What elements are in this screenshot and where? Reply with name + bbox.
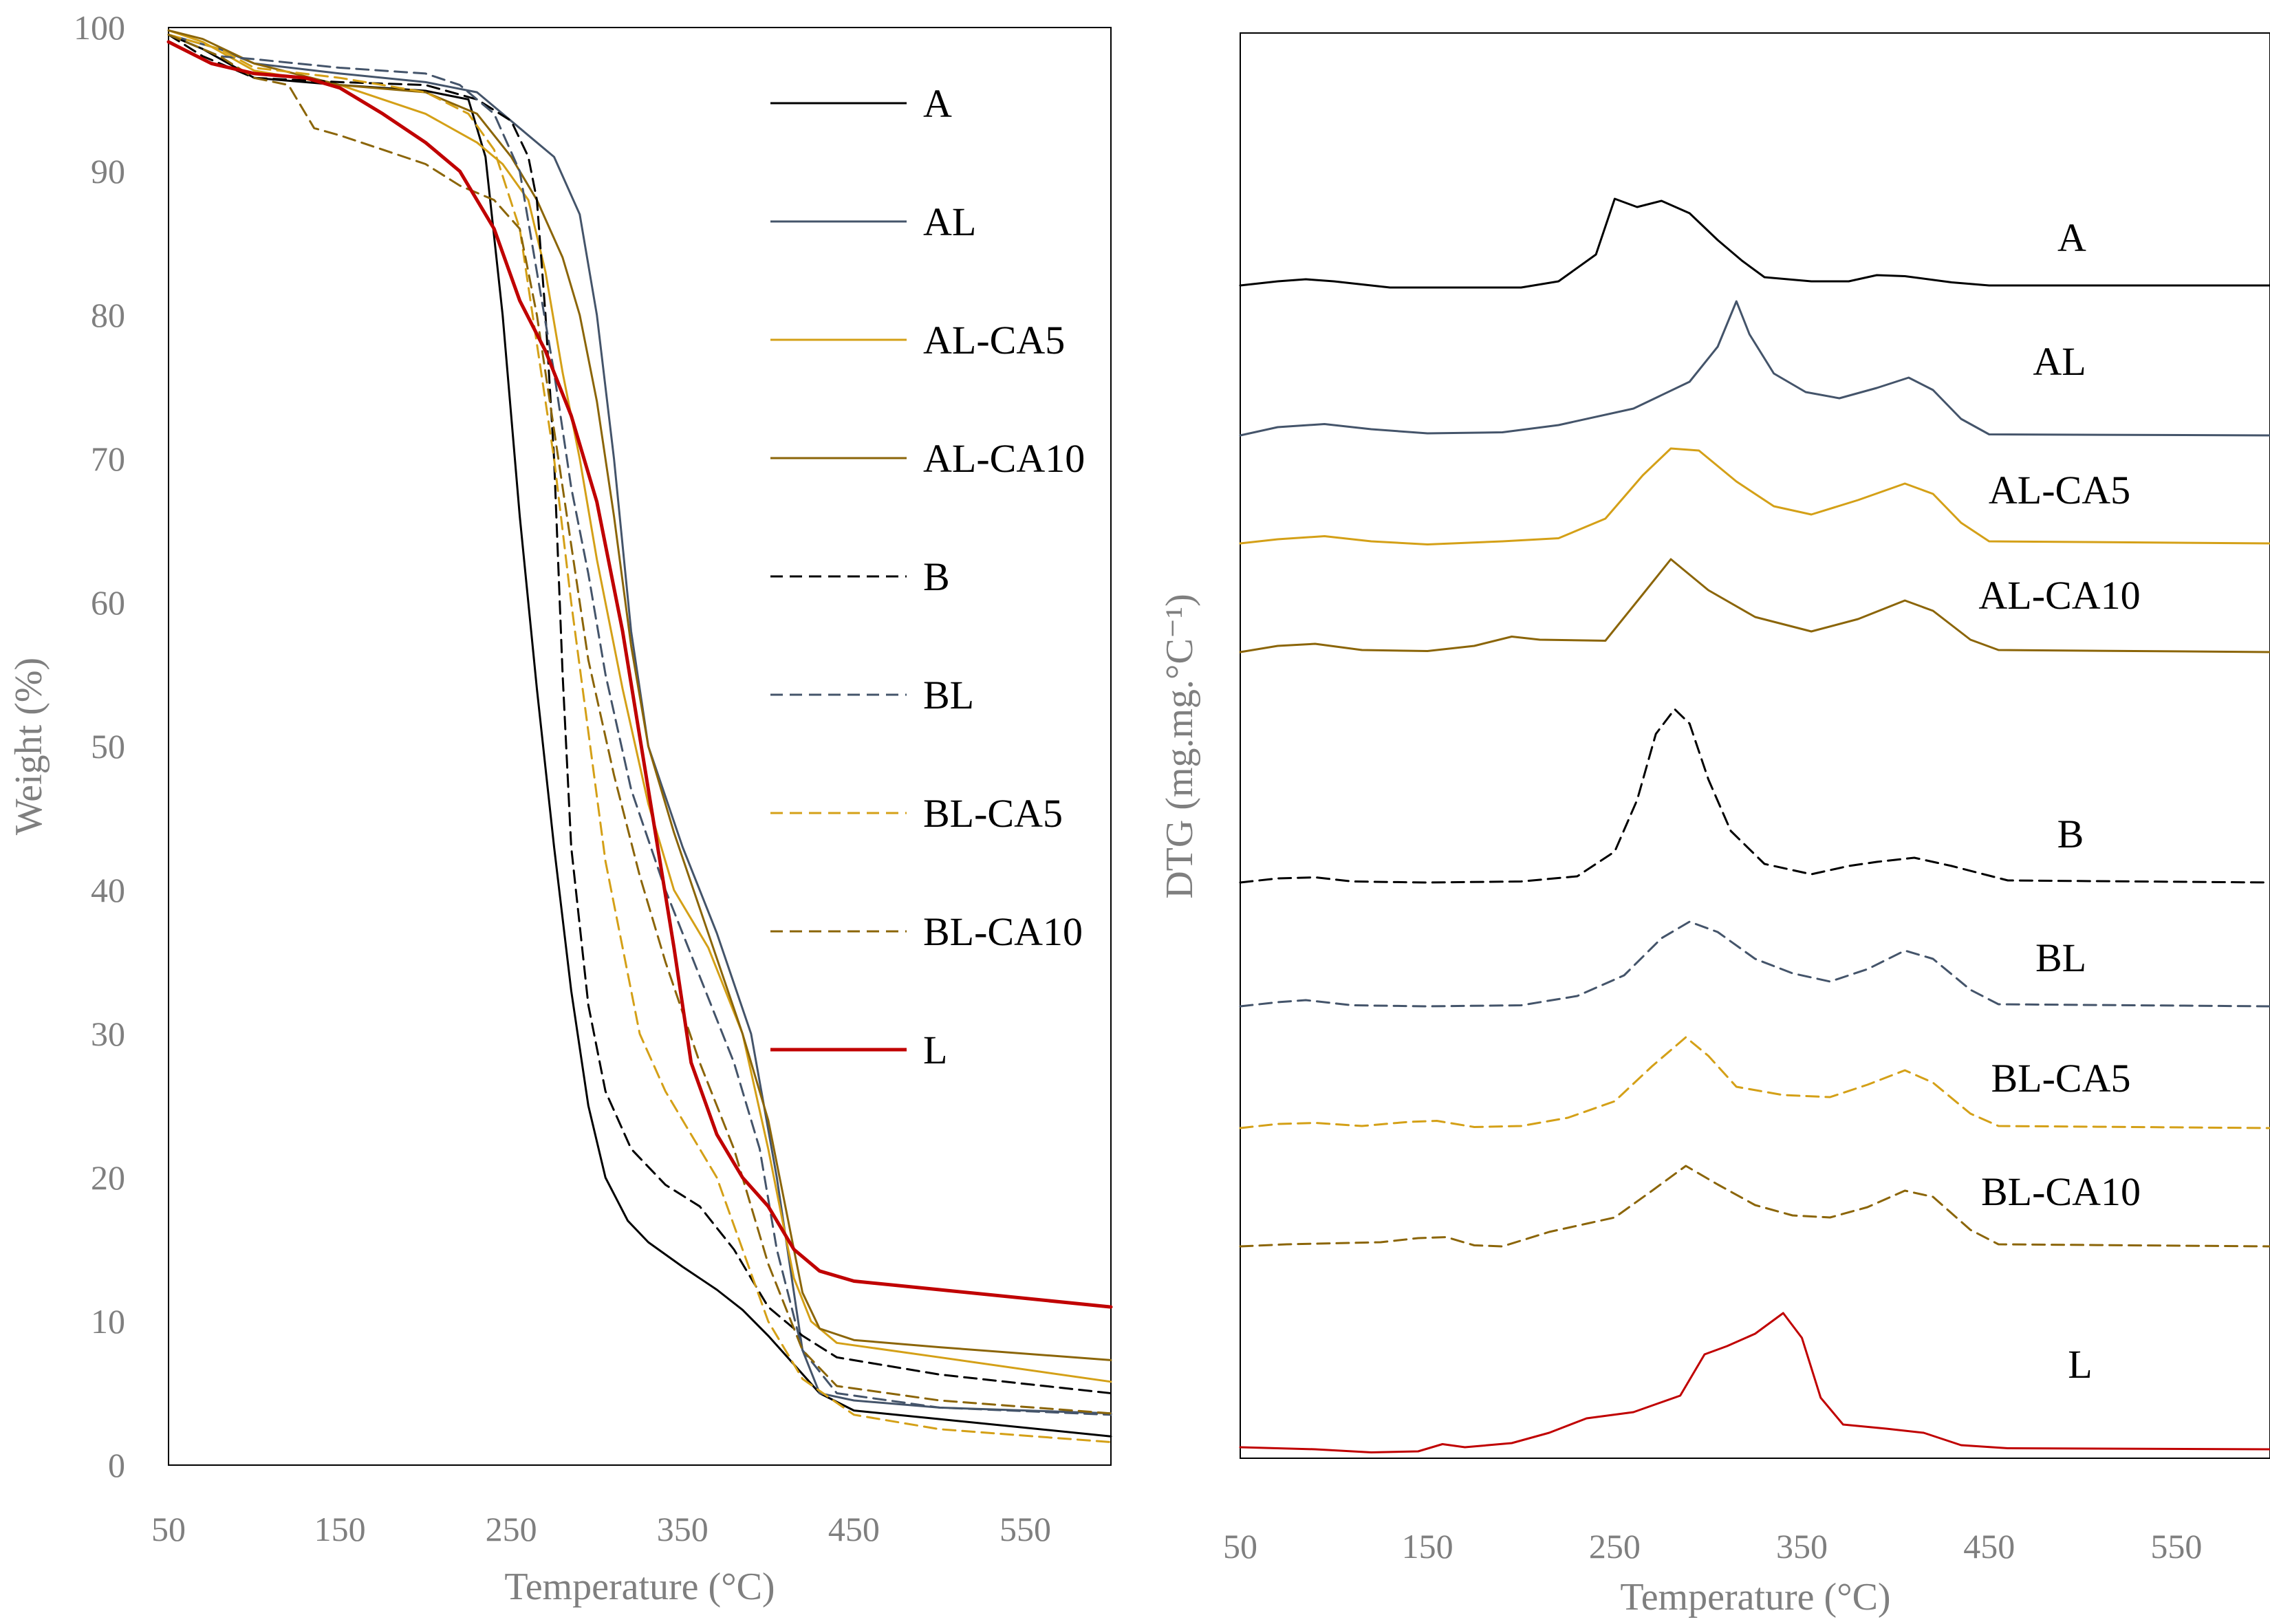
tga-line-bl — [167, 33, 1112, 1416]
dtg-line-al — [1239, 300, 2270, 437]
dtg-line-al-ca10 — [1239, 558, 2270, 653]
dtg-x-tick-250: 250 — [1589, 1527, 1641, 1566]
dtg-line-a — [1239, 197, 2270, 289]
tga-y-tick-90: 90 — [91, 152, 125, 191]
dtg-x-tick-450: 450 — [1963, 1527, 2015, 1566]
dtg-y-axis-title: DTG (mg.mg.°C⁻¹) — [1158, 594, 1201, 899]
tga-x-tick-350: 350 — [657, 1510, 709, 1548]
tga-y-tick-labels: 0 10 20 30 40 50 60 70 80 90 100 — [74, 8, 125, 1484]
dtg-label-bl-ca5: BL-CA5 — [1991, 1056, 2131, 1101]
tga-y-tick-10: 10 — [91, 1302, 125, 1341]
dtg-line-bl-ca5 — [1239, 1036, 2270, 1129]
tga-y-axis-title: Weight (%) — [8, 658, 50, 835]
tga-line-bl-ca5 — [167, 33, 1112, 1444]
dtg-label-a: A — [2057, 215, 2086, 260]
dtg-chart: 50 150 250 350 450 550 A AL AL-CA5 AL-CA10 B BL BL-… — [1158, 32, 2270, 1618]
legend-label-bl-ca5: BL-CA5 — [923, 791, 1063, 836]
dtg-x-tick-50: 50 — [1223, 1527, 1257, 1566]
dtg-label-bl-ca10: BL-CA10 — [1981, 1169, 2141, 1214]
tga-chart: 0 10 20 30 40 50 60 70 80 90 100 50 150 250 350 450 550… — [8, 8, 1113, 1608]
legend-label-a: A — [923, 81, 952, 126]
dtg-label-bl: BL — [2035, 935, 2086, 980]
tga-y-tick-50: 50 — [91, 727, 125, 766]
dtg-x-axis-title: Temperature (°C) — [1620, 1576, 1890, 1618]
tga-line-bl-ca10 — [167, 33, 1112, 1415]
tga-y-tick-30: 30 — [91, 1015, 125, 1053]
tga-y-tick-100: 100 — [74, 8, 125, 47]
tga-line-al — [167, 33, 1112, 1415]
dtg-trace-labels: A AL AL-CA5 AL-CA10 B BL BL-CA5 BL-CA10 L — [1978, 215, 2141, 1387]
tga-line-al-ca10 — [167, 29, 1112, 1361]
dtg-x-tick-labels: 50 150 250 350 450 550 — [1223, 1527, 2202, 1566]
dtg-x-tick-350: 350 — [1776, 1527, 1828, 1566]
dtg-line-b — [1239, 708, 2270, 884]
tga-x-tick-550: 550 — [999, 1510, 1051, 1548]
tga-y-tick-40: 40 — [91, 871, 125, 909]
legend-label-bl: BL — [923, 673, 974, 717]
dtg-line-bl — [1239, 920, 2270, 1008]
legend-label-l: L — [923, 1028, 947, 1072]
dtg-label-b: B — [2057, 812, 2084, 856]
tga-line-al-ca5 — [167, 29, 1112, 1383]
dtg-plot-area — [1240, 32, 2270, 1459]
dtg-x-tick-150: 150 — [1402, 1527, 1453, 1566]
legend-label-b: B — [923, 554, 950, 599]
tga-series-lines — [166, 29, 1113, 1444]
tga-plot-area — [168, 27, 1112, 1466]
dtg-label-al-ca10: AL-CA10 — [1978, 573, 2140, 618]
legend-label-al: AL — [923, 199, 976, 244]
tga-y-tick-0: 0 — [108, 1446, 125, 1484]
tga-x-tick-450: 450 — [828, 1510, 880, 1548]
tga-y-tick-80: 80 — [91, 296, 125, 334]
tga-x-tick-50: 50 — [151, 1510, 186, 1548]
dtg-line-l — [1239, 1312, 2270, 1453]
dtg-line-bl-ca10 — [1239, 1165, 2270, 1248]
legend-label-al-ca5: AL-CA5 — [923, 318, 1065, 362]
tga-x-tick-labels: 50 150 250 350 450 550 — [151, 1510, 1051, 1548]
legend-label-al-ca10: AL-CA10 — [923, 436, 1085, 481]
dtg-label-al-ca5: AL-CA5 — [1989, 468, 2130, 512]
tga-y-tick-70: 70 — [91, 440, 125, 478]
tga-y-tick-60: 60 — [91, 583, 125, 622]
legend-label-bl-ca10: BL-CA10 — [923, 909, 1083, 954]
tga-legend: A AL AL-CA5 AL-CA10 B BL BL-CA5 BL-CA10 L — [770, 81, 1085, 1072]
tga-x-tick-250: 250 — [486, 1510, 537, 1548]
tga-y-tick-20: 20 — [91, 1158, 125, 1197]
tga-line-l — [166, 40, 1113, 1309]
dtg-label-l: L — [2068, 1342, 2092, 1387]
dtg-line-al-ca5 — [1239, 447, 2270, 545]
dtg-x-tick-550: 550 — [2150, 1527, 2202, 1566]
tga-x-tick-150: 150 — [314, 1510, 366, 1548]
dtg-label-al: AL — [2033, 339, 2086, 384]
tga-x-axis-title: Temperature (°C) — [504, 1566, 775, 1608]
dtg-series-lines — [1239, 197, 2270, 1453]
tga-line-b — [167, 33, 1112, 1394]
